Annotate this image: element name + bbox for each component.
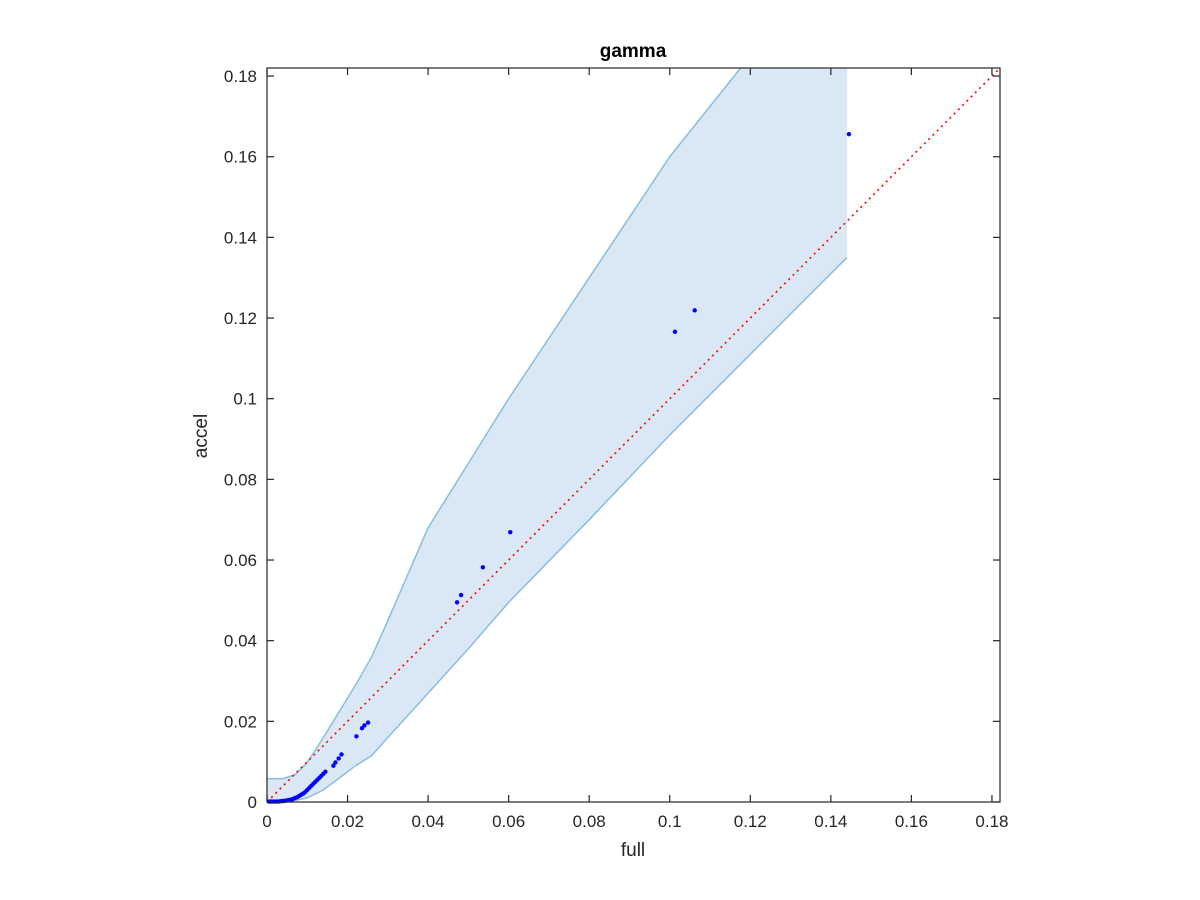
x-tick-label: 0.1 bbox=[658, 812, 682, 831]
reference-line-layer bbox=[267, 68, 1000, 802]
x-tick-label: 0.08 bbox=[573, 812, 606, 831]
data-point bbox=[354, 734, 359, 739]
y-tick-label: 0.08 bbox=[224, 470, 257, 489]
data-point bbox=[331, 763, 336, 768]
y-tick-label: 0.16 bbox=[224, 148, 257, 167]
x-tick-label: 0.02 bbox=[331, 812, 364, 831]
axes-layer bbox=[266, 67, 1001, 803]
data-point bbox=[323, 769, 328, 774]
y-tick-label: 0.04 bbox=[224, 632, 257, 651]
x-tick-label: 0.16 bbox=[895, 812, 928, 831]
data-point bbox=[458, 592, 464, 598]
data-point bbox=[339, 752, 344, 757]
y-tick-label: 0.14 bbox=[224, 228, 257, 247]
axes-box bbox=[266, 67, 1001, 803]
x-tick-label: 0.12 bbox=[734, 812, 767, 831]
y-tick-label: 0.02 bbox=[224, 712, 257, 731]
data-point bbox=[454, 600, 460, 605]
data-point bbox=[846, 131, 852, 137]
x-tick-label: 0.14 bbox=[814, 812, 847, 831]
data-point bbox=[362, 723, 367, 728]
x-tick-label: 0.04 bbox=[412, 812, 445, 831]
data-point bbox=[692, 308, 697, 313]
x-axis-label: full bbox=[621, 840, 645, 861]
data-point bbox=[672, 329, 678, 334]
data-point bbox=[508, 529, 513, 535]
data-point bbox=[365, 720, 371, 725]
data-point bbox=[336, 756, 341, 761]
y-tick-label: 0.06 bbox=[224, 551, 257, 570]
confidence-band-layer bbox=[267, 68, 848, 802]
y-tick-label: 0.1 bbox=[233, 390, 257, 409]
x-tick-label: 0.06 bbox=[492, 812, 525, 831]
band-lower-edge bbox=[267, 257, 848, 802]
data-point bbox=[333, 760, 338, 765]
x-tick-label: 0 bbox=[262, 812, 271, 831]
reference-line bbox=[267, 68, 1000, 802]
y-tick-label: 0.12 bbox=[224, 309, 257, 328]
y-tick-label: 0 bbox=[248, 793, 257, 812]
ticks-layer: 0 0.02 0.04 0.06 0.08 0.1 0.12 0.14 0.16 0.18 0 0.0… bbox=[224, 67, 1009, 831]
confidence-band-fill bbox=[267, 68, 847, 802]
y-axis-label: accel bbox=[191, 414, 212, 458]
x-tick-label: 0.18 bbox=[975, 812, 1008, 831]
data-point bbox=[480, 565, 486, 570]
y-tick-label: 0.18 bbox=[224, 67, 257, 86]
band-upper-edge bbox=[267, 68, 742, 780]
chart-title: gamma bbox=[600, 41, 667, 62]
